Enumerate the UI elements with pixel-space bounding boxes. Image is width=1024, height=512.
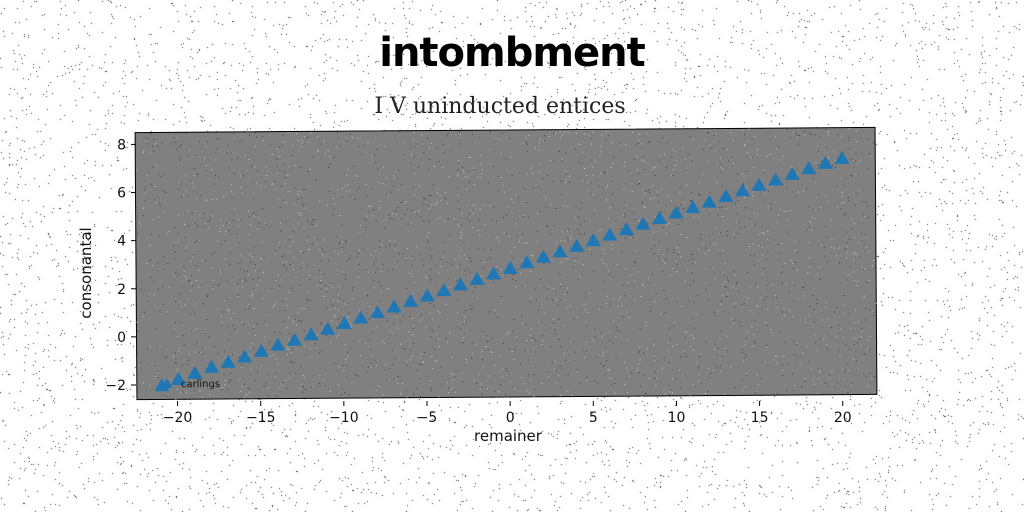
- x-tick-label: −10: [329, 410, 359, 426]
- x-tick-label: −5: [417, 410, 438, 426]
- data-point: [801, 161, 817, 175]
- x-tick-label: 5: [589, 410, 598, 426]
- y-tick-label: 8: [117, 137, 126, 153]
- data-point: [452, 277, 469, 291]
- data-point: [519, 255, 535, 269]
- data-point: [486, 266, 502, 280]
- data-point: [436, 283, 452, 297]
- data-point: [552, 244, 568, 258]
- data-point: [568, 238, 585, 252]
- x-tick-label: 10: [668, 410, 686, 426]
- data-point: [187, 365, 203, 379]
- data-point: [685, 200, 701, 214]
- data-point: [768, 172, 784, 186]
- data-point: [369, 305, 386, 319]
- series-markers: [154, 150, 850, 392]
- x-tick-label: 15: [751, 410, 769, 426]
- data-point: [817, 155, 834, 169]
- data-point: [502, 261, 518, 275]
- x-axis-label: remainer: [474, 427, 543, 445]
- data-point: [170, 372, 187, 386]
- data-point: [253, 343, 269, 357]
- legend-marker: [161, 378, 173, 389]
- data-point: [386, 299, 402, 313]
- legend-label: carlings: [181, 379, 220, 390]
- y-tick-label: −2: [105, 378, 126, 394]
- data-point: [668, 205, 684, 219]
- data-point: [718, 189, 734, 203]
- data-point: [419, 288, 435, 302]
- data-point: [303, 327, 319, 341]
- y-tick-label: 0: [117, 330, 126, 346]
- data-point: [602, 227, 618, 241]
- plot-background: [134, 126, 878, 401]
- chart-subtitle: I V uninducted entices: [374, 94, 626, 119]
- data-point: [286, 332, 303, 346]
- y-axis-label: consonantal: [77, 227, 95, 318]
- y-tick-label: 4: [117, 234, 126, 250]
- x-tick-label: 0: [506, 410, 515, 426]
- y-tick-label: 2: [117, 282, 126, 298]
- data-point: [618, 222, 634, 236]
- data-point: [635, 216, 651, 230]
- data-point: [701, 194, 717, 208]
- data-point: [834, 150, 850, 164]
- data-point: [237, 349, 253, 363]
- data-point: [203, 359, 220, 373]
- data-point: [535, 249, 552, 263]
- data-point: [751, 177, 767, 191]
- data-point: [353, 310, 369, 324]
- data-point: [585, 233, 601, 247]
- data-point: [651, 211, 668, 225]
- data-point: [270, 337, 286, 351]
- data-point: [320, 321, 336, 335]
- x-tick-label: 20: [834, 410, 852, 426]
- data-point: [784, 166, 800, 180]
- data-point: [403, 293, 419, 307]
- chart-title: intombment: [379, 30, 646, 76]
- legend: carlings: [161, 378, 220, 390]
- y-tick-label: 6: [117, 186, 126, 202]
- x-tick-label: −20: [163, 410, 193, 426]
- data-point: [469, 271, 485, 285]
- y-axis-ticks: −2 0 2 4 6 8: [105, 137, 136, 394]
- data-point: [220, 354, 236, 368]
- data-point: [336, 316, 352, 330]
- x-tick-label: −15: [246, 410, 276, 426]
- data-point: [734, 183, 751, 197]
- x-axis-ticks: −20 −15 −10 −5 0 5 10 15 20: [163, 401, 852, 426]
